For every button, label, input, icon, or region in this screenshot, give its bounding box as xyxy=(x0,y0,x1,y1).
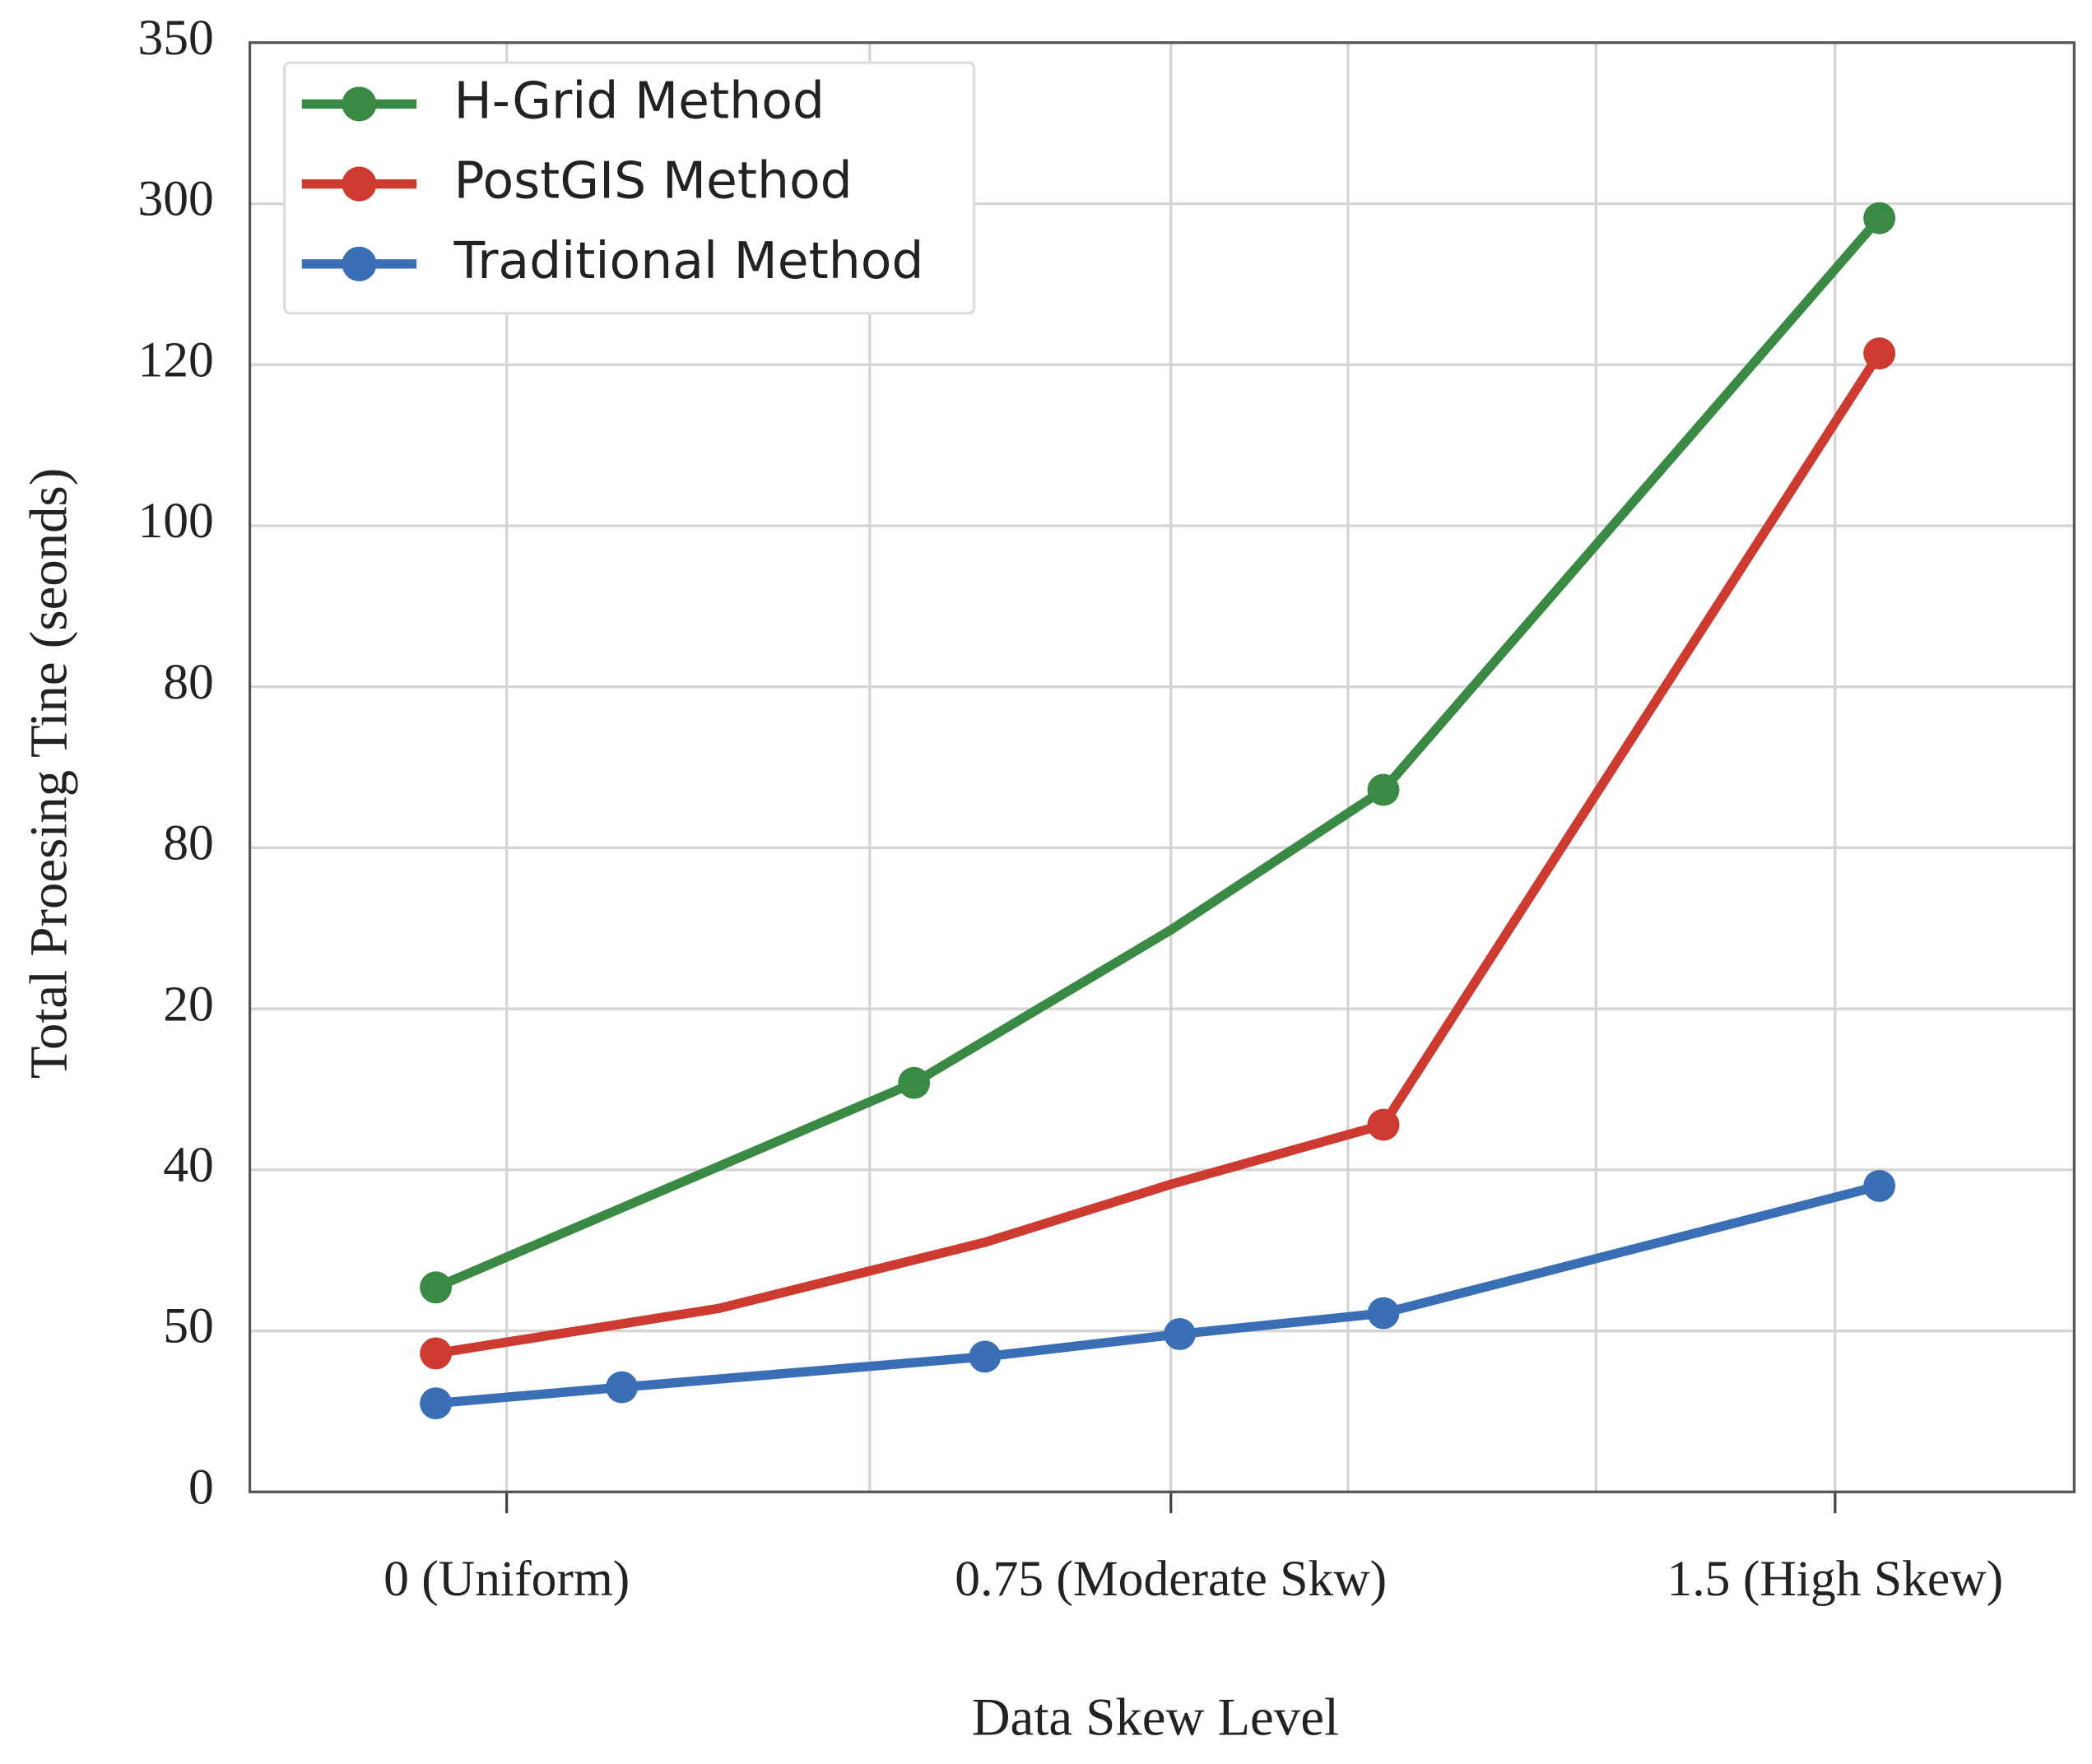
plot-frame xyxy=(248,41,2076,1493)
legend-marker xyxy=(342,166,377,202)
legend-label: PostGIS Method xyxy=(454,151,853,211)
x-tick-label: 1.5 (High Skew) xyxy=(1667,1551,2003,1607)
legend-marker xyxy=(342,86,377,122)
data-point xyxy=(420,1337,453,1370)
series-line xyxy=(430,348,1885,1358)
data-point xyxy=(606,1371,638,1404)
y-tick-label: 120 xyxy=(137,332,213,388)
y-tick-label: 350 xyxy=(137,10,213,66)
data-point xyxy=(1863,1169,1896,1202)
legend-marker xyxy=(342,246,377,281)
legend-label: H-Grid Method xyxy=(454,71,825,130)
y-tick-label: 300 xyxy=(137,171,213,227)
series-line xyxy=(430,213,1885,1293)
data-point xyxy=(1367,1108,1400,1141)
y-tick-label: 50 xyxy=(163,1298,214,1354)
legend-label: Traditional Method xyxy=(453,231,924,290)
y-tick-label: 0 xyxy=(188,1459,214,1515)
data-point xyxy=(1863,202,1896,234)
y-axis-label: Total Proesing Tine (seonds) xyxy=(19,468,78,1079)
data-point xyxy=(1367,773,1400,806)
data-point xyxy=(1863,337,1896,370)
legend-box xyxy=(283,61,976,315)
data-point xyxy=(969,1340,1002,1373)
data-point xyxy=(1367,1297,1400,1330)
y-tick-label: 100 xyxy=(137,493,213,549)
y-tick-label: 80 xyxy=(163,654,214,710)
data-point xyxy=(420,1387,453,1420)
series-line xyxy=(430,1181,1885,1409)
y-tick-label: 40 xyxy=(163,1137,214,1193)
legend: H-Grid Method PostGIS Method Traditional M… xyxy=(283,61,976,315)
y-tick-label: 80 xyxy=(163,815,214,871)
x-axis-label: Data Skew Level xyxy=(972,1688,1339,1748)
data-point xyxy=(420,1271,453,1304)
y-tick-label: 20 xyxy=(163,976,214,1032)
x-tick-label: 0.75 (Moderate Skw) xyxy=(955,1551,1387,1607)
x-tick-label: 0 (Uniform) xyxy=(384,1551,630,1607)
data-point xyxy=(1164,1318,1196,1350)
data-point xyxy=(898,1066,931,1099)
